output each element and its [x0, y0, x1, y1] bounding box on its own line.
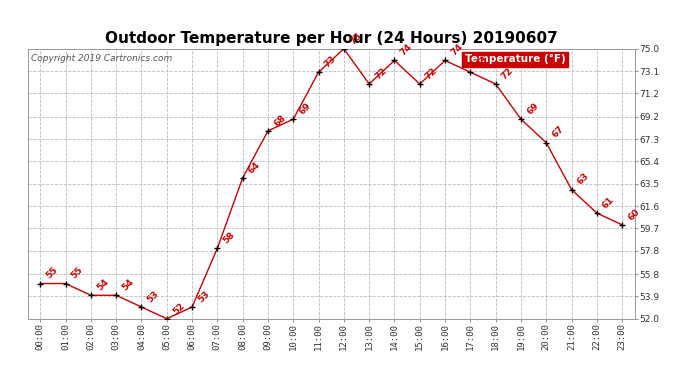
Text: 52: 52: [171, 301, 186, 316]
Text: 55: 55: [44, 266, 59, 281]
Text: 73: 73: [323, 54, 338, 69]
Text: 69: 69: [525, 101, 540, 116]
Text: 63: 63: [575, 172, 591, 187]
Text: 58: 58: [221, 230, 237, 246]
Text: 53: 53: [196, 289, 211, 304]
Text: 72: 72: [424, 66, 440, 81]
Text: 54: 54: [95, 277, 110, 292]
Text: 54: 54: [120, 277, 136, 292]
Text: 75: 75: [348, 31, 364, 46]
Text: 53: 53: [146, 289, 161, 304]
Title: Outdoor Temperature per Hour (24 Hours) 20190607: Outdoor Temperature per Hour (24 Hours) …: [105, 31, 558, 46]
Text: 72: 72: [500, 66, 515, 81]
Text: 73: 73: [475, 54, 490, 69]
Text: 67: 67: [551, 124, 566, 140]
Text: Temperature (°F): Temperature (°F): [465, 54, 566, 64]
Text: Copyright 2019 Cartronics.com: Copyright 2019 Cartronics.com: [30, 54, 172, 63]
Text: 60: 60: [627, 207, 642, 222]
Text: 74: 74: [449, 42, 464, 58]
Text: 69: 69: [297, 101, 313, 116]
Text: 74: 74: [399, 42, 414, 58]
Text: 64: 64: [247, 160, 262, 175]
Text: 55: 55: [70, 266, 85, 281]
Text: 61: 61: [601, 195, 616, 210]
Text: 72: 72: [373, 66, 388, 81]
Text: 68: 68: [272, 113, 287, 128]
